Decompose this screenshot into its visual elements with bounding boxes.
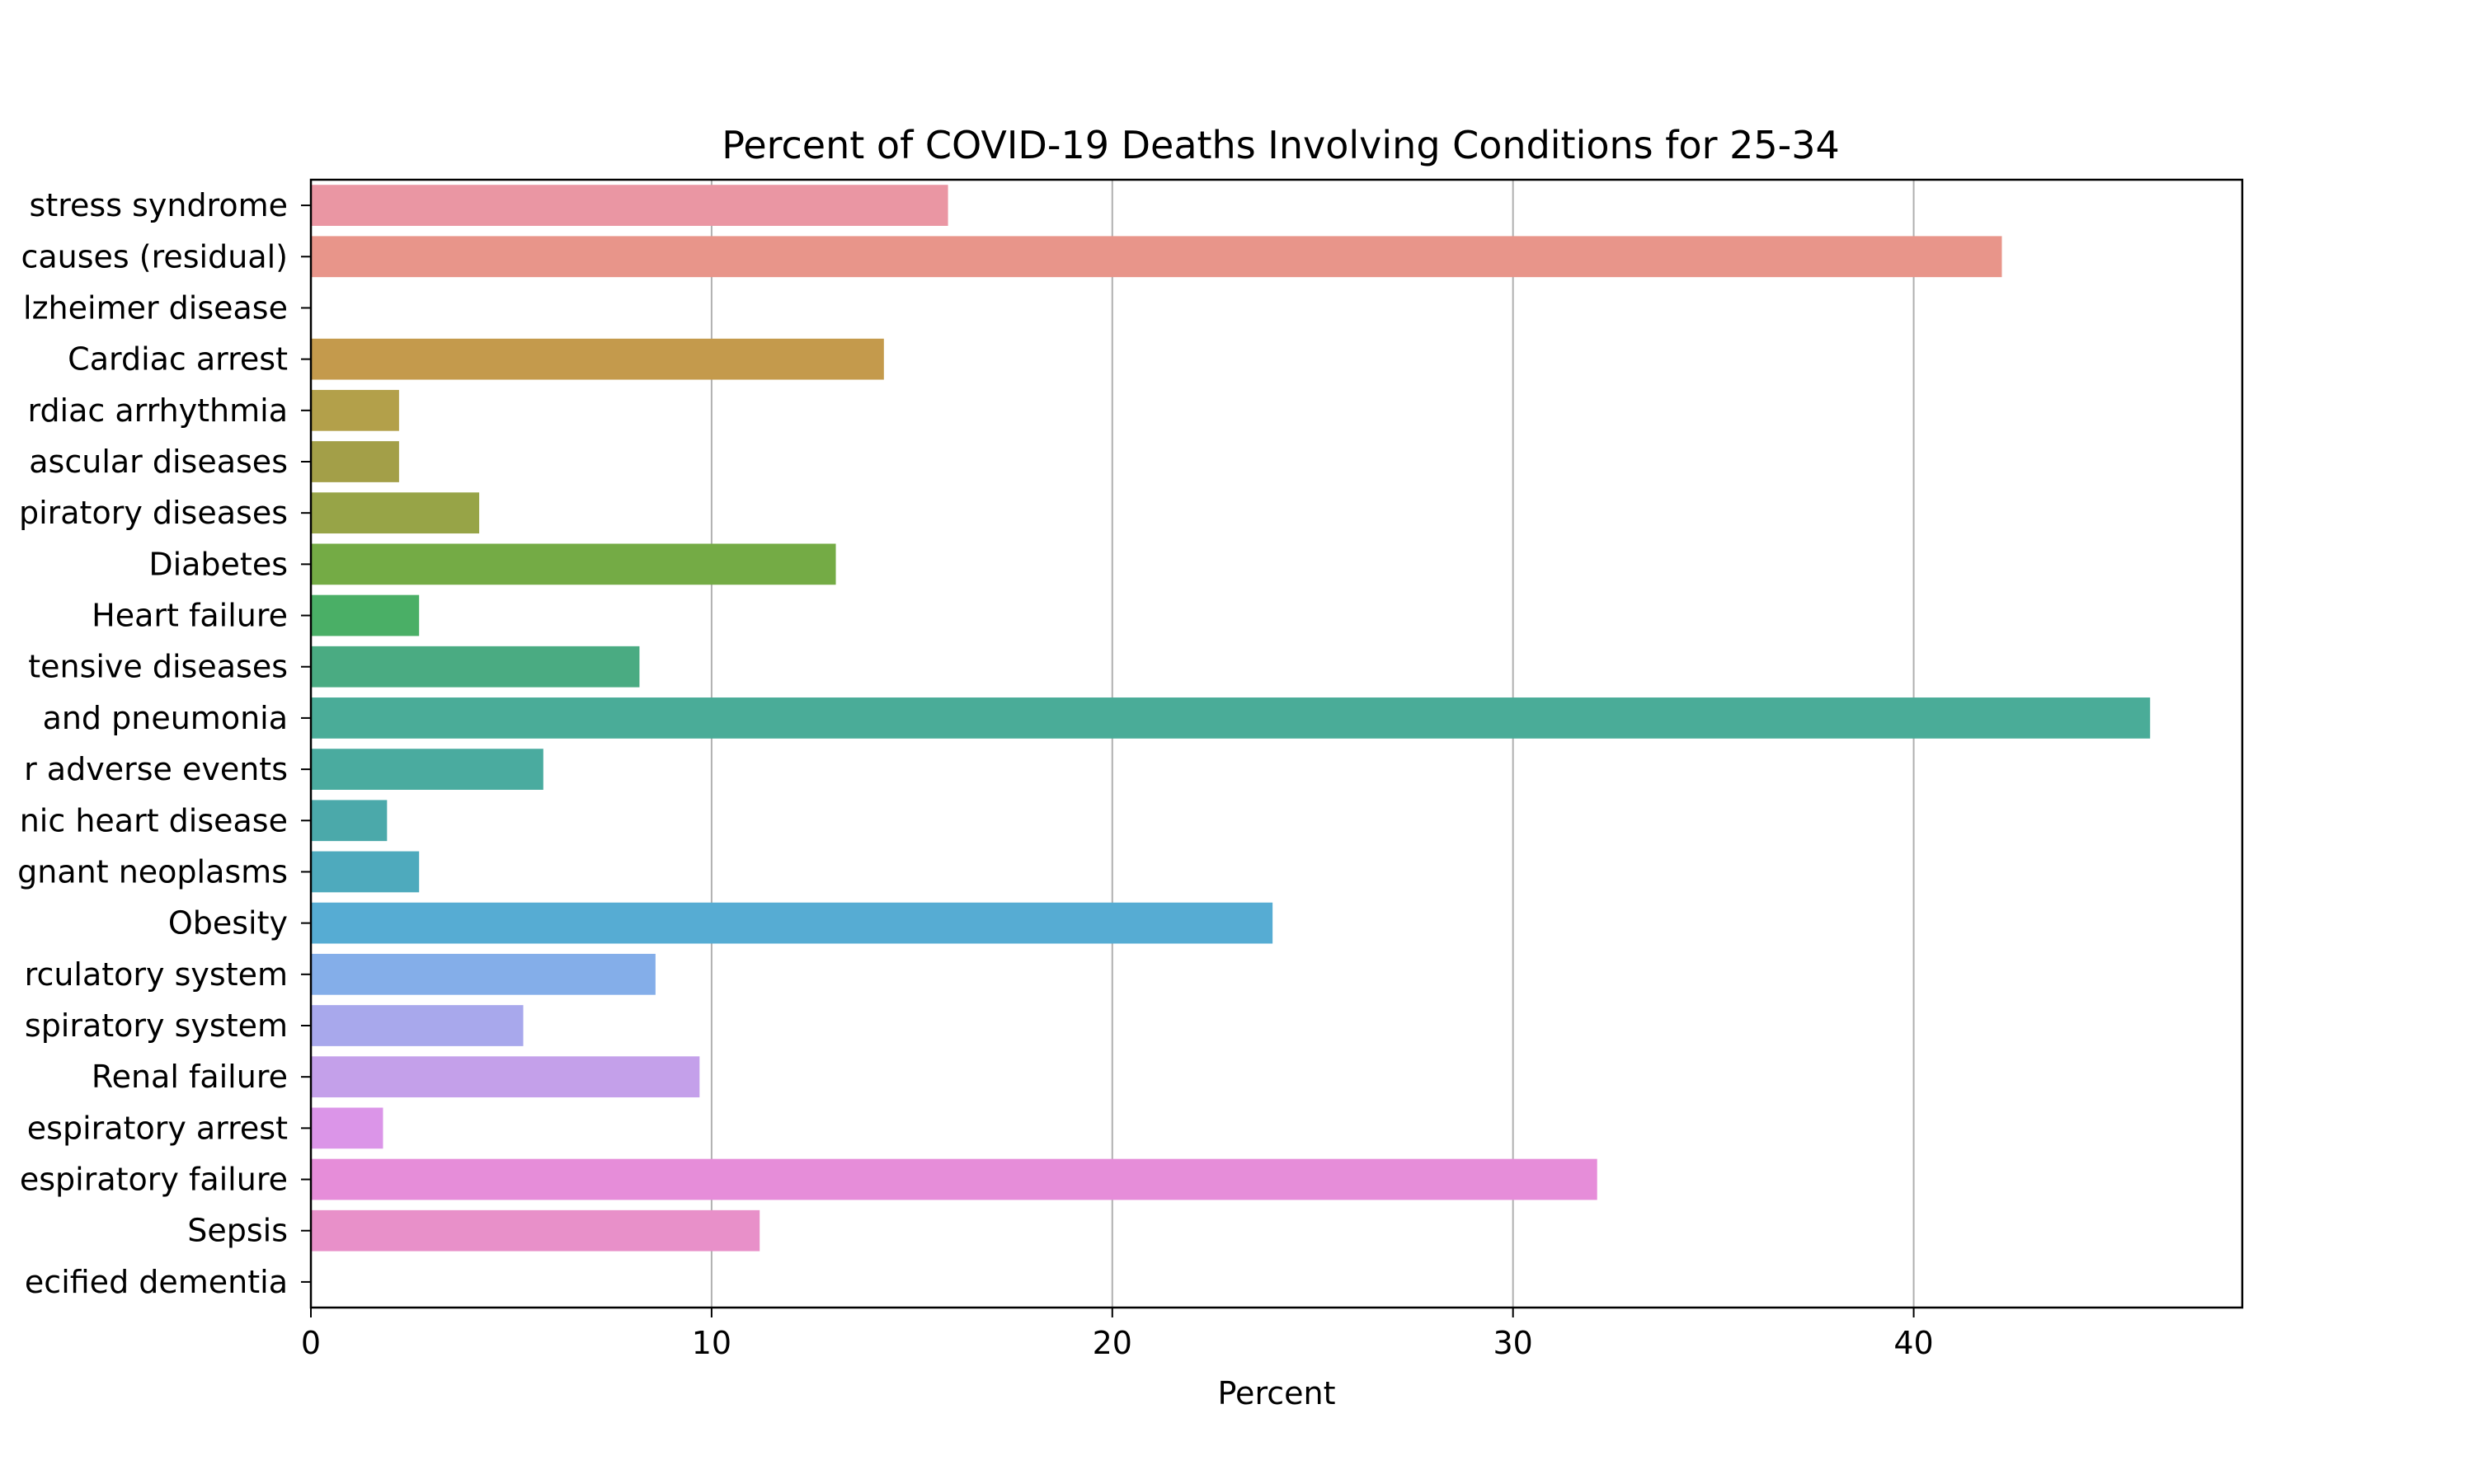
bar — [311, 492, 480, 534]
y-tick-label: tensive diseases — [28, 649, 288, 685]
bar — [311, 953, 656, 995]
y-tick-label: piratory diseases — [19, 495, 288, 531]
bar — [311, 646, 640, 688]
y-tick-label: Cardiac arrest — [68, 341, 288, 378]
y-tick-label: rculatory system — [25, 956, 288, 993]
y-tick-label: r adverse events — [24, 751, 288, 787]
bar — [311, 389, 399, 431]
chart-title: Percent of COVID-19 Deaths Involving Con… — [722, 123, 1840, 167]
y-tick-label: Renal failure — [92, 1059, 288, 1095]
y-tick-label: spiratory system — [25, 1007, 288, 1044]
bar — [311, 902, 1273, 944]
bar — [311, 697, 2151, 739]
bar — [311, 185, 948, 226]
y-tick-label: lzheimer disease — [23, 289, 288, 326]
bar — [311, 441, 399, 482]
y-tick-label: and pneumonia — [43, 700, 288, 736]
bars — [311, 185, 2151, 1252]
y-tick-label: nic heart disease — [20, 802, 288, 838]
y-tick-label: causes (residual) — [21, 238, 288, 275]
bar — [311, 1158, 1597, 1200]
bar — [311, 1107, 383, 1149]
y-tick-label: rdiac arrhythmia — [27, 392, 288, 429]
x-tick-label: 10 — [692, 1325, 731, 1361]
bar — [311, 800, 388, 842]
y-tick-label: Diabetes — [148, 546, 288, 582]
bar — [311, 543, 836, 585]
y-tick-label: ascular diseases — [29, 444, 288, 480]
x-tick-label: 30 — [1493, 1325, 1532, 1361]
y-tick-label: espiratory failure — [20, 1162, 288, 1198]
y-tick-label: Heart failure — [92, 598, 288, 634]
bar — [311, 1005, 524, 1046]
y-tick-label: espiratory arrest — [27, 1110, 288, 1146]
y-tick-label: Sepsis — [187, 1213, 288, 1249]
bar — [311, 594, 420, 636]
y-tick-label: Obesity — [168, 905, 288, 942]
x-axis-label: Percent — [1218, 1375, 1336, 1411]
bar — [311, 236, 2002, 278]
plot-frame — [309, 178, 2244, 1309]
bar — [311, 851, 420, 893]
y-axis: stress syndrome causes (residual) lzheimer… — [17, 187, 311, 1300]
y-tick-label: gnant neoplasms — [17, 853, 288, 890]
x-tick-label: 0 — [301, 1325, 321, 1361]
x-axis: 0 10 20 30 40 — [301, 1308, 1934, 1361]
y-tick-label: ecified dementia — [25, 1264, 288, 1300]
bar — [311, 749, 543, 790]
bar — [311, 1209, 760, 1252]
y-tick-label: stress syndrome — [30, 187, 288, 223]
bar — [311, 338, 884, 380]
bar — [311, 1056, 700, 1098]
x-tick-label: 40 — [1893, 1325, 1933, 1361]
x-tick-label: 20 — [1093, 1325, 1132, 1361]
